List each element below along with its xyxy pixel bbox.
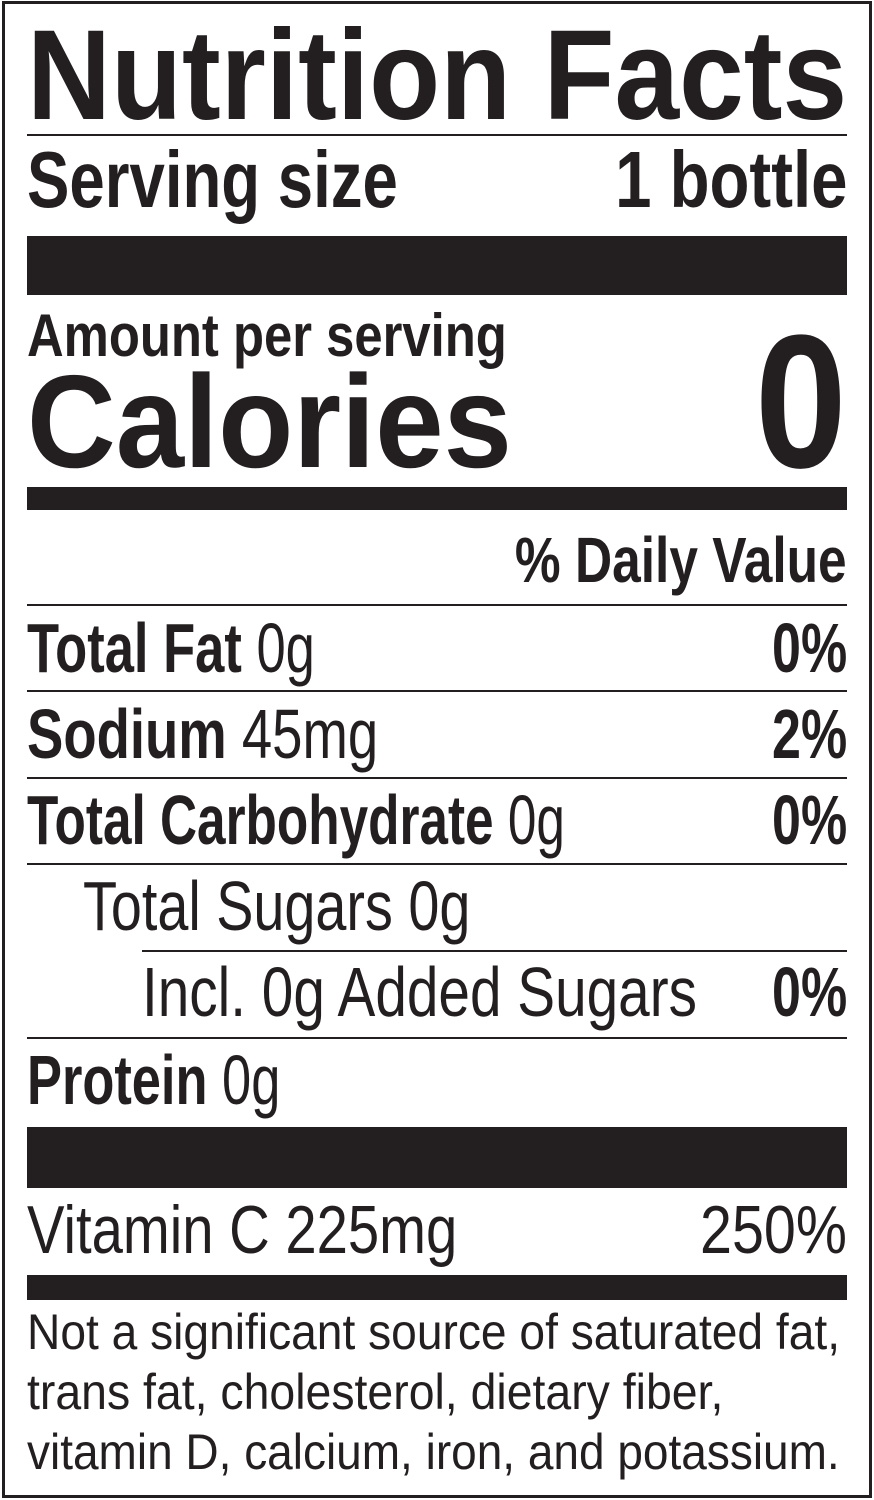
nutrient-protein: Protein 0g [27, 1045, 280, 1115]
dv-vitamin-c: 250% [700, 1192, 847, 1268]
medium-bar [27, 487, 847, 510]
divider [27, 1037, 847, 1039]
title: Nutrition Facts [27, 4, 848, 147]
nutrient-name: Protein [27, 1041, 208, 1119]
nutrient-sodium: Sodium 45mg [27, 699, 378, 769]
nutrient-added-sugars: Incl. 0g Added Sugars [142, 953, 697, 1031]
dv-sodium: 2% [771, 695, 847, 773]
divider [27, 134, 847, 136]
medium-bar [27, 1275, 847, 1300]
nutrient-amount: 0g [256, 609, 315, 687]
calories-value: 0 [755, 296, 847, 508]
dv-total-carbohydrate: 0% [771, 781, 847, 859]
thick-bar [27, 1127, 847, 1188]
calories-label: Calories [27, 348, 512, 495]
divider [27, 690, 847, 692]
nutrient-name: Total Fat [27, 609, 242, 687]
footnote-line: trans fat, cholesterol, dietary fiber, [27, 1364, 724, 1420]
nutrient-total-carbohydrate: Total Carbohydrate 0g [27, 785, 565, 855]
nutrient-amount: 0g [222, 1041, 281, 1119]
nutrient-total-fat: Total Fat 0g [27, 613, 315, 683]
footnote-line: vitamin D, calcium, iron, and potassium. [27, 1424, 840, 1480]
amount-per-serving: Amount per serving [27, 302, 507, 369]
nutrient-amount: 0g [507, 781, 565, 859]
nutrient-name: Total Carbohydrate [27, 781, 494, 859]
dv-total-fat: 0% [771, 609, 847, 687]
divider [27, 777, 847, 779]
divider [27, 863, 847, 865]
nutrient-name: Sodium [27, 695, 227, 773]
nutrient-total-sugars: Total Sugars 0g [83, 867, 471, 945]
divider [142, 950, 847, 952]
nutrient-amount: 45mg [241, 695, 379, 773]
serving-size-label: Serving size [27, 135, 398, 224]
divider [27, 604, 847, 606]
daily-value-header: % Daily Value [515, 524, 847, 596]
serving-size-value: 1 bottle [614, 135, 847, 224]
dv-added-sugars: 0% [771, 953, 847, 1031]
thick-bar [27, 236, 847, 295]
footnote-line: Not a significant source of saturated fa… [27, 1304, 841, 1360]
vitamin-c: Vitamin C 225mg [27, 1192, 458, 1268]
